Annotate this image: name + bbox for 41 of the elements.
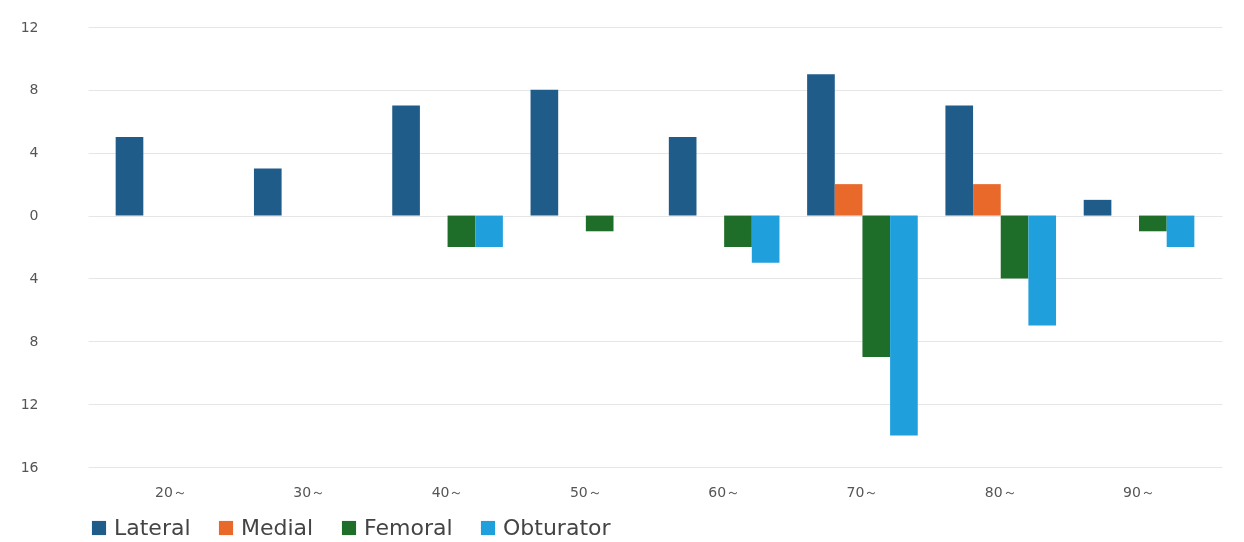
bar — [945, 105, 974, 216]
bar — [973, 184, 1001, 216]
y-tick-label: 12 — [20, 395, 39, 412]
x-tick-label: 30～ — [293, 483, 326, 500]
bar — [1166, 215, 1195, 247]
bar — [668, 137, 697, 216]
bar — [1000, 215, 1029, 279]
legend-label: Medial — [241, 515, 314, 540]
x-tick-label: 80～ — [984, 483, 1017, 500]
y-tick-label: 4 — [29, 269, 39, 286]
x-tick-label: 90～ — [1123, 483, 1155, 500]
bar — [834, 184, 863, 216]
y-tick-label: 16 — [20, 458, 39, 475]
bar — [1028, 215, 1057, 326]
bar — [530, 89, 559, 216]
bar — [724, 215, 752, 247]
bar — [862, 215, 891, 357]
bar — [1083, 199, 1112, 216]
legend-label: Obturator — [503, 515, 612, 540]
bar — [1139, 215, 1167, 232]
bar — [392, 105, 420, 216]
x-tick-label: 60～ — [708, 483, 741, 500]
x-tick-label: 40～ — [431, 483, 464, 500]
y-tick-label: 8 — [29, 332, 39, 349]
bar — [807, 74, 835, 216]
y-tick-label: 12 — [20, 18, 39, 35]
bar — [253, 168, 282, 216]
bar — [585, 215, 614, 232]
x-tick-label: 50～ — [569, 483, 602, 500]
bar — [475, 215, 503, 247]
y-tick-label: 8 — [29, 81, 39, 98]
legend-label: Femoral — [364, 515, 453, 540]
legend-label: Lateral — [114, 515, 191, 540]
x-tick-label: 70～ — [846, 483, 879, 500]
x-tick-label: 20～ — [155, 483, 187, 500]
bar — [751, 215, 780, 263]
y-tick-label: 0 — [29, 207, 39, 224]
bar — [115, 137, 144, 216]
bar — [890, 215, 918, 436]
y-tick-label: 4 — [29, 144, 39, 161]
bar — [447, 215, 476, 247]
